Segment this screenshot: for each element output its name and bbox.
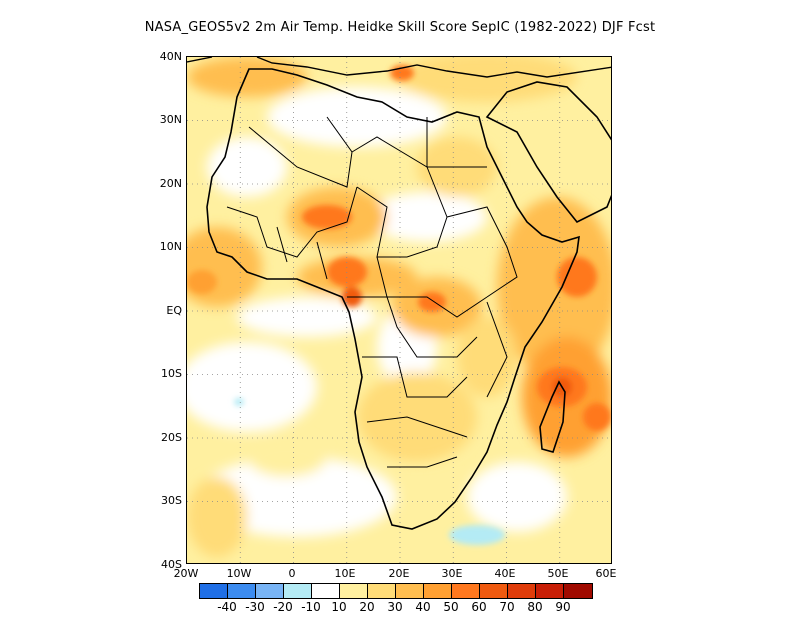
madagascar-coastline [539,380,566,453]
colorbar-label: 70 [499,600,515,614]
colorbar-label: -40 [217,600,237,614]
colorbar-swatch [536,584,564,598]
colorbar-swatch [200,584,228,598]
colorbar-label: 50 [443,600,459,614]
colorbar-label: -10 [301,600,321,614]
colorbar-label: 60 [471,600,487,614]
arabia-coastline [485,81,611,224]
colorbar-swatch [452,584,480,598]
colorbar-swatch [228,584,256,598]
colorbar-label: -30 [245,600,265,614]
colorbar-swatch [564,584,592,598]
lon-tick-label: 10W [226,567,252,580]
colorbar-swatch [340,584,368,598]
lat-tick-label: 40S [161,558,182,571]
colorbar-swatch [508,584,536,598]
africa-coastline [206,68,580,530]
shading-field [187,57,611,557]
colorbar-swatch [284,584,312,598]
country-borders [226,116,518,468]
lon-tick-label: 30E [441,567,463,580]
lon-tick-label: 40E [494,567,516,580]
colorbar-label: 90 [555,600,571,614]
colorbar-swatch [480,584,508,598]
map-panel [186,56,612,564]
lat-tick-label: 20S [161,431,182,444]
lat-tick-label: 20N [159,177,182,190]
skill-score-map [187,57,611,563]
colorbar-label: 40 [415,600,431,614]
colorbar-swatch [256,584,284,598]
colorbar-label: 30 [387,600,403,614]
colorbar-label: -20 [273,600,293,614]
lon-tick-label: 10E [334,567,356,580]
colorbar-label: 10 [331,600,347,614]
lon-tick-label: 0 [288,567,296,580]
colorbar-swatch [424,584,452,598]
colorbar-label: 80 [527,600,543,614]
europe-coastline [187,57,611,78]
lat-tick-label: 40N [159,50,182,63]
colorbar [199,583,593,599]
lon-tick-label: 50E [547,567,569,580]
plot-title: NASA_GEOS5v2 2m Air Temp. Heidke Skill S… [144,20,656,35]
lat-tick-label: 10N [159,240,182,253]
lat-tick-label: 30N [159,113,182,126]
colorbar-swatch [368,584,396,598]
lat-tick-label: 30S [161,494,182,507]
lat-tick-label: EQ [166,304,182,317]
gridlines [187,57,611,563]
lat-tick-label: 10S [161,367,182,380]
colorbar-swatch [312,584,340,598]
lon-tick-label: 20E [388,567,410,580]
lon-tick-label: 60E [595,567,617,580]
lon-tick-label: 20W [173,567,199,580]
colorbar-swatch [396,584,424,598]
colorbar-label: 20 [359,600,375,614]
